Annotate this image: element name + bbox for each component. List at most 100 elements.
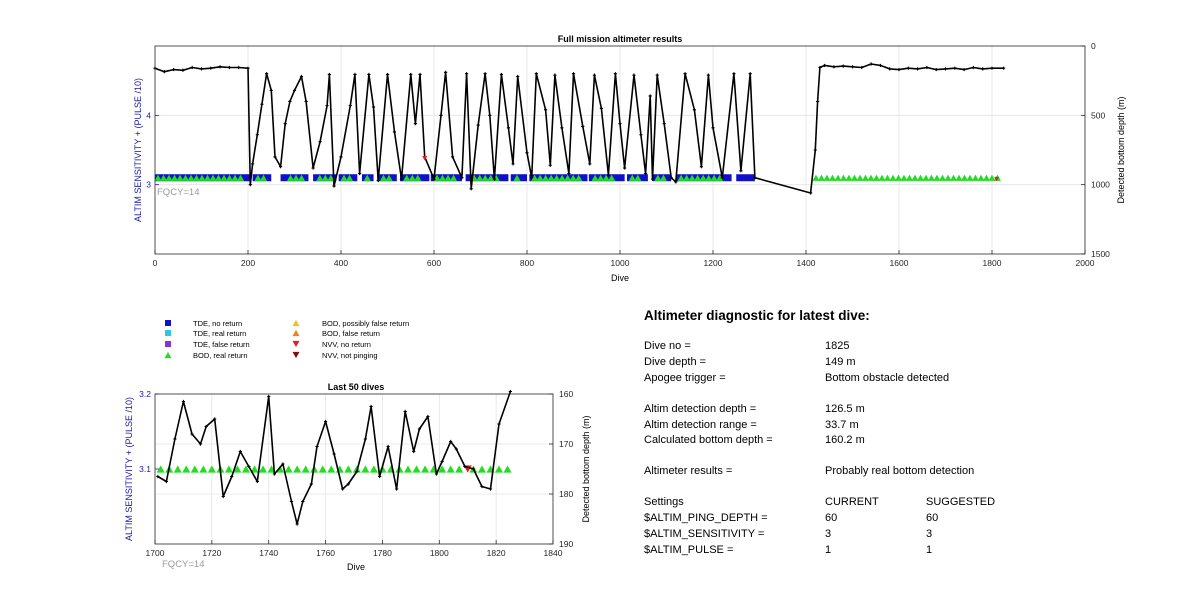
small-xlabel: Dive <box>347 562 365 572</box>
depth-point <box>888 67 892 71</box>
bod-real-return-mark <box>193 174 200 181</box>
depth-point <box>655 73 659 77</box>
depth-point <box>669 176 673 180</box>
depth-point <box>377 474 382 479</box>
ping-depth-suggested: 60 <box>926 512 939 524</box>
depth-point <box>339 155 343 159</box>
depth-point <box>511 162 515 166</box>
depth-point <box>156 474 160 479</box>
depth-point <box>353 72 357 77</box>
depth-point <box>403 409 407 414</box>
bod-real-return-mark <box>369 465 378 473</box>
bod-real-return-mark <box>960 174 968 181</box>
sensitivity-label: $ALTIM_SENSITIVITY = <box>644 528 765 540</box>
pulse-label: $ALTIM_PULSE = <box>644 544 734 556</box>
main-xtick-label: 200 <box>241 258 255 268</box>
depth-point <box>238 449 242 454</box>
depth-point <box>818 65 822 70</box>
depth-point <box>255 479 259 484</box>
depth-point <box>318 140 322 144</box>
legend-marker-triangle <box>292 329 300 337</box>
bod-real-return-mark <box>982 174 990 181</box>
small-title: Last 50 dives <box>328 382 385 392</box>
depth-point <box>164 479 168 484</box>
depth-point <box>841 64 845 68</box>
bod-real-return-mark <box>889 174 897 181</box>
depth-point <box>878 63 882 68</box>
depth-point <box>246 66 250 70</box>
depth-point <box>251 162 255 166</box>
depth-point <box>283 122 287 126</box>
depth-point <box>534 72 538 76</box>
bod-real-return-mark <box>817 174 825 181</box>
tde-no-return-mark <box>400 174 430 182</box>
bod-real-return-mark <box>481 174 489 181</box>
depth-point <box>289 499 294 504</box>
bod-real-return-mark <box>894 174 902 181</box>
bod-real-return-mark <box>187 174 195 181</box>
depth-point <box>869 62 873 66</box>
pulse-suggested: 1 <box>926 544 933 556</box>
depth-point <box>417 427 421 431</box>
bod-real-return-mark <box>160 174 167 181</box>
bod-real-return-mark <box>344 465 353 473</box>
depth-point <box>230 474 234 479</box>
small-marks <box>156 389 512 526</box>
bod-real-return-mark <box>224 465 233 473</box>
depth-point <box>204 424 208 429</box>
depth-point <box>199 67 204 71</box>
dive-no-label: Dive no = <box>644 340 691 352</box>
depth-point <box>358 171 362 176</box>
bod-real-return-mark <box>327 174 335 181</box>
main-title: Full mission altimeter results <box>558 34 683 44</box>
depth-point <box>348 104 352 108</box>
bod-real-return-mark <box>477 465 486 473</box>
bod-real-return-mark <box>204 174 211 181</box>
depth-point <box>650 177 655 181</box>
bod-real-return-mark <box>361 465 370 473</box>
bod-real-return-mark <box>215 174 222 181</box>
bod-real-return-mark <box>575 174 583 181</box>
bod-real-return-mark <box>856 174 864 181</box>
bod-real-return-mark <box>922 174 930 181</box>
suggested-header: SUGGESTED <box>926 496 996 508</box>
depth-point <box>218 65 222 69</box>
legend-label: BOD, false return <box>322 329 380 338</box>
bod-real-return-mark <box>380 174 388 181</box>
bod-real-return-mark <box>699 174 707 181</box>
depth-point <box>516 74 520 79</box>
depth-point <box>221 494 225 499</box>
bod-real-return-mark <box>404 465 413 473</box>
diagnostic-panel: Altimeter diagnostic for latest dive: Di… <box>644 0 1184 611</box>
main-ticks: 0 200 400 600 800 1000 1200 1400 1600 1800 2000 0 50… <box>146 41 1110 268</box>
depth-point <box>412 449 416 454</box>
bod-real-return-mark <box>988 174 996 181</box>
bod-real-return-mark <box>220 174 228 181</box>
small-ytick-right-label: 160 <box>559 389 573 399</box>
tde-no-return-mark <box>510 174 527 182</box>
depth-point <box>295 522 299 526</box>
depth-point <box>588 162 592 166</box>
depth-point <box>272 472 276 476</box>
bod-real-return-mark <box>250 465 259 473</box>
depth-point <box>548 163 552 167</box>
depth-point <box>850 65 855 69</box>
depth-point <box>499 72 504 77</box>
main-marks <box>153 62 1006 195</box>
depth-point <box>227 65 231 70</box>
bod-real-return-mark <box>487 174 495 181</box>
depth-point <box>369 404 373 409</box>
depth-point <box>711 126 715 130</box>
depth-point <box>395 487 399 491</box>
main-xtick-label: 1200 <box>704 258 723 268</box>
depth-point <box>341 487 345 491</box>
depth-point <box>813 148 817 152</box>
depth-point <box>632 73 636 77</box>
bod-real-return-mark <box>569 174 577 181</box>
depth-point <box>311 166 315 170</box>
tde-no-return-mark <box>736 174 755 182</box>
bod-real-return-mark <box>845 174 853 181</box>
small-xtick-label: 1760 <box>316 548 335 558</box>
depth-point <box>639 133 643 137</box>
